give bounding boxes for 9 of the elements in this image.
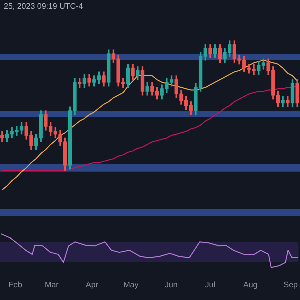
x-tick-label: May [124,280,139,290]
x-tick-label: Feb [8,280,24,290]
x-tick-label: Jul [205,280,216,290]
x-tick-label: Apr [86,280,99,290]
x-tick-label: Mar [45,280,60,290]
text: 25, 2023 09:19 UTC-4 [4,2,84,11]
x-tick-label: Sep [284,280,299,290]
x-tick-label: Jun [164,280,178,290]
x-tick-label: Aug [244,280,258,290]
